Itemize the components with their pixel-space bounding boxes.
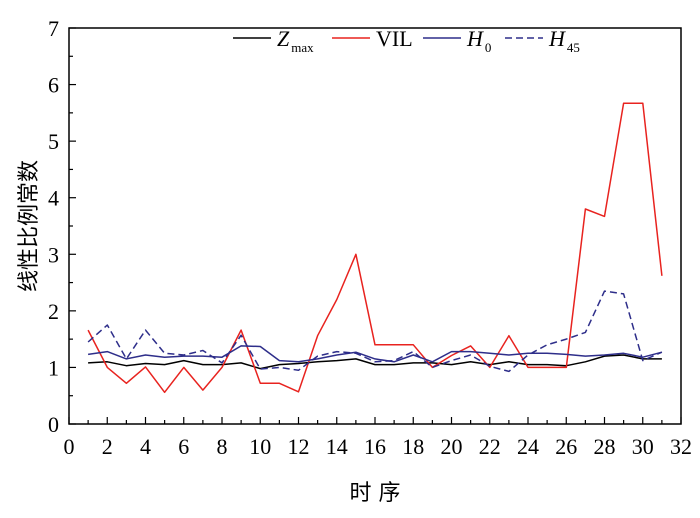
y-tick-label: 1	[48, 355, 59, 380]
x-tick-label: 16	[364, 434, 386, 459]
y-tick-label: 0	[48, 412, 59, 437]
x-tick-label: 6	[178, 434, 189, 459]
x-tick-label: 18	[402, 434, 424, 459]
y-axis-ticks: 0 1 2 3 4 5 6 7	[48, 16, 76, 437]
x-tick-label: 30	[632, 434, 654, 459]
x-axis-ticks: 0 2 4 6 8 10 12 14 16 18 20 22 24 26 28 30 32	[64, 417, 692, 459]
x-tick-label: 2	[102, 434, 113, 459]
y-tick-label: 4	[48, 186, 59, 211]
x-tick-label: 22	[479, 434, 501, 459]
y-tick-label: 6	[48, 73, 59, 98]
x-tick-label: 20	[441, 434, 463, 459]
x-tick-label: 14	[326, 434, 348, 459]
y-tick-label: 3	[48, 242, 59, 267]
x-axis-title: 时 序	[350, 481, 401, 506]
legend-label-vil: VIL	[376, 26, 413, 51]
x-tick-label: 10	[249, 434, 271, 459]
x-tick-label: 4	[140, 434, 151, 459]
series-line-h-45	[87, 290, 663, 373]
y-tick-label: 2	[48, 299, 59, 324]
x-tick-label: 24	[517, 434, 539, 459]
x-tick-label: 0	[64, 434, 75, 459]
x-tick-label: 28	[594, 434, 616, 459]
series-line-vil	[87, 102, 663, 394]
x-tick-label: 12	[288, 434, 310, 459]
series-lines	[87, 102, 663, 394]
y-tick-label: 7	[48, 16, 59, 41]
x-tick-label: 32	[670, 434, 692, 459]
x-tick-label: 8	[217, 434, 228, 459]
series-line-h-0	[87, 345, 663, 363]
y-tick-label: 5	[48, 129, 59, 154]
x-tick-label: 26	[555, 434, 577, 459]
y-axis-title: 线性比例常数	[17, 160, 42, 292]
legend-label-h-45: H 45	[548, 26, 580, 55]
